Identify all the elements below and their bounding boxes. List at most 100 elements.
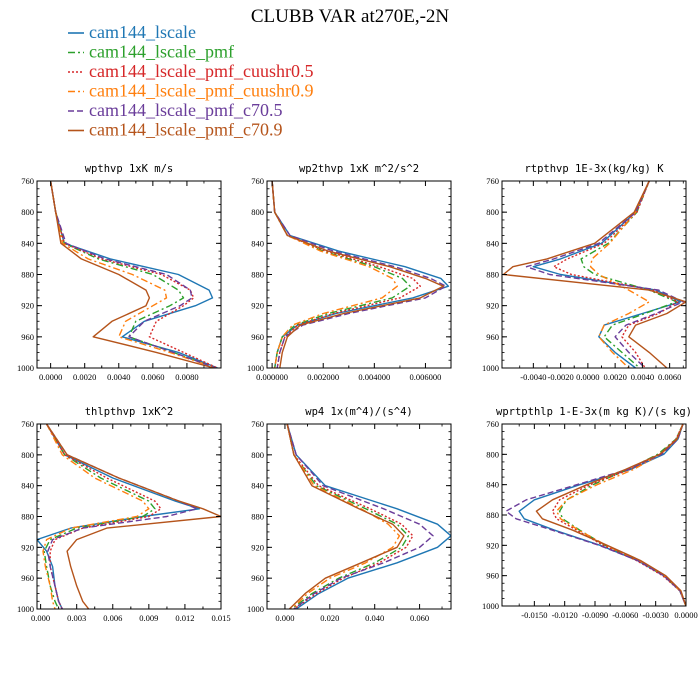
series-line — [589, 181, 650, 368]
x-tick-label: 0.000 — [31, 613, 50, 623]
x-tick-label: 0.0000 — [39, 372, 62, 382]
series-line — [49, 181, 218, 368]
series-line — [271, 181, 447, 368]
x-tick-label: -0.0150 — [521, 610, 547, 620]
legend-label: cam144_lscale_pmf_cuushr0.9 — [89, 81, 313, 101]
y-tick-label: 960 — [21, 573, 34, 583]
y-tick-label: 800 — [486, 207, 499, 217]
chart-panel: wp2thvp 1xK m^2/s^2 760 800 840 880 920 960 100… — [247, 163, 452, 382]
legend-label: cam144_lscale_pmf_cuushr0.5 — [89, 61, 313, 81]
y-tick-label: 800 — [486, 449, 499, 459]
chart-panel: thlpthvp 1xK^276080084088092096010000.00… — [17, 406, 231, 623]
y-tick-label: 840 — [251, 238, 264, 248]
x-tick-label: 0.000 — [275, 613, 294, 623]
x-tick-label: 0.0060 — [658, 372, 681, 382]
series-line — [535, 424, 686, 606]
y-tick-label: 760 — [251, 176, 264, 186]
y-tick-label: 840 — [251, 481, 264, 491]
panel-title: wprtpthlp 1-E-3x(m kg K)/(s kg) — [496, 406, 692, 418]
series-line — [271, 181, 398, 368]
x-tick-label: 0.0020 — [73, 372, 96, 382]
y-tick-label: 880 — [21, 512, 34, 522]
series-line — [42, 424, 150, 609]
y-tick-label: 880 — [21, 270, 34, 280]
y-tick-label: 800 — [251, 450, 264, 460]
series-line — [271, 181, 421, 368]
x-tick-label: -0.0030 — [643, 610, 669, 620]
y-tick-label: 760 — [21, 419, 34, 429]
panel-title: wp4 1x(m^4)/(s^4) — [305, 406, 412, 418]
x-tick-label: 0.015 — [211, 613, 230, 623]
y-tick-label: 1000 — [17, 363, 34, 373]
panels: wpthvp 1xK m/s76080084088092096010000.00… — [17, 163, 698, 623]
figure-title: CLUBB VAR at270E,-2N — [251, 6, 450, 27]
x-tick-label: -0.0120 — [552, 610, 578, 620]
x-tick-label: 0.060 — [410, 613, 429, 623]
series-line — [49, 181, 217, 368]
series-line — [271, 181, 444, 368]
y-tick-label: 920 — [21, 542, 34, 552]
series-line — [46, 424, 221, 609]
legend: cam144_lscalecam144_lscale_pmfcam144_lsc… — [68, 22, 313, 140]
x-tick-label: 0.006 — [103, 613, 122, 623]
plot-frame — [501, 423, 687, 607]
series-line — [286, 424, 405, 609]
series-line — [502, 181, 686, 368]
x-tick-label: 0.0000 — [576, 372, 599, 382]
chart-panel: wprtpthlp 1-E-3x(m kg K)/(s kg)760 800 840… — [482, 406, 698, 620]
y-tick-label: 960 — [486, 571, 499, 581]
series-line — [286, 424, 401, 609]
series-line — [525, 181, 684, 368]
x-tick-label: 0.000000 — [256, 372, 288, 382]
y-tick-label: 880 — [251, 270, 264, 280]
y-tick-label: 1000 — [17, 604, 34, 614]
legend-label: cam144_lscale_pmf — [89, 42, 234, 62]
x-tick-label: -0.0020 — [547, 372, 573, 382]
x-tick-label: 0.0040 — [631, 372, 654, 382]
y-tick-label: 800 — [251, 207, 264, 217]
x-tick-label: 0.0040 — [107, 372, 130, 382]
y-tick-label: 840 — [21, 481, 34, 491]
chart-panel: wpthvp 1xK m/s 760 800 840 880 920 960 1000 0.00… — [17, 163, 222, 382]
x-tick-label: 0.0000 — [674, 610, 697, 620]
x-tick-label: 0.006000 — [410, 372, 442, 382]
y-tick-label: 920 — [21, 301, 34, 311]
x-tick-label: 0.002000 — [307, 372, 339, 382]
series-line — [553, 181, 679, 368]
y-tick-label: 760 — [486, 176, 499, 186]
y-tick-label: 920 — [486, 540, 499, 550]
y-tick-label: 840 — [486, 238, 499, 248]
y-tick-label: 840 — [486, 480, 499, 490]
legend-label: cam144_lscale — [89, 22, 196, 42]
x-tick-label: 0.012 — [175, 613, 194, 623]
chart-panel: rtpthvp 1E-3x(kg/kg) K 760 800 840 880 920 960… — [482, 163, 687, 382]
series-line — [286, 424, 434, 609]
y-tick-label: 920 — [486, 301, 499, 311]
y-tick-label: 920 — [251, 542, 264, 552]
y-tick-label: 960 — [251, 332, 264, 342]
y-tick-label: 880 — [486, 510, 499, 520]
y-tick-label: 960 — [251, 573, 264, 583]
y-tick-label: 840 — [21, 238, 34, 248]
plot-frame — [266, 180, 452, 369]
series-line — [505, 424, 686, 606]
y-tick-label: 800 — [21, 450, 34, 460]
series-line — [286, 424, 410, 609]
panel-title: wp2thvp 1xK m^2/s^2 — [299, 163, 419, 175]
y-tick-label: 1000 — [247, 363, 264, 373]
y-tick-label: 920 — [251, 301, 264, 311]
plot-frame — [501, 180, 687, 369]
series-line — [49, 181, 217, 368]
y-tick-label: 960 — [486, 332, 499, 342]
y-tick-label: 760 — [486, 419, 499, 429]
y-tick-label: 760 — [251, 419, 264, 429]
y-tick-label: 1000 — [482, 601, 499, 611]
y-tick-label: 760 — [21, 176, 34, 186]
series-line — [271, 181, 450, 368]
legend-label: cam144_lscale_pmf_c70.5 — [89, 100, 282, 120]
x-tick-label: 0.0060 — [141, 372, 164, 382]
series-line — [49, 181, 215, 368]
y-tick-label: 960 — [21, 332, 34, 342]
x-tick-label: 0.020 — [320, 613, 339, 623]
